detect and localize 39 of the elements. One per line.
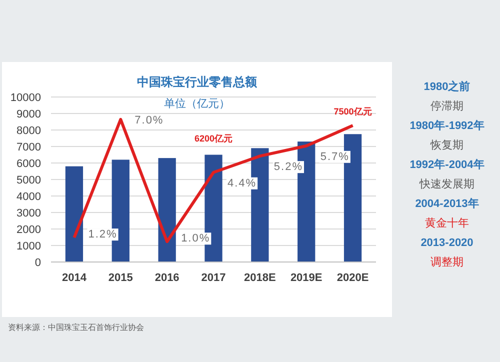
x-tick-label: 2018E	[244, 272, 276, 284]
y-tick-label: 2000	[16, 224, 41, 236]
text: 2013-2020	[420, 237, 474, 249]
text: 1980之前	[424, 80, 470, 93]
text: 快速发展期	[418, 178, 474, 190]
chart-title: 中国珠宝行业零售总额	[137, 75, 258, 89]
y-tick-label: 1000	[16, 240, 41, 252]
data-label: 1.2%	[88, 228, 118, 241]
y-tick-label: 4000	[16, 191, 41, 203]
y-tick-label: 5000	[16, 174, 41, 186]
data-label: 5.2%	[274, 161, 304, 174]
y-tick-label: 9000	[16, 108, 41, 120]
x-tick-label: 2020E	[336, 272, 369, 284]
y-tick-label: 8000	[16, 125, 41, 137]
annotation: 7500亿元	[334, 106, 372, 116]
data-label: 5.7%	[320, 150, 350, 163]
data-label: 1.0%	[181, 232, 210, 245]
text: 停滞期	[430, 100, 464, 112]
text: 恢复期	[430, 140, 464, 152]
y-tick-label: 6000	[16, 158, 41, 170]
annotation: 6200亿元	[194, 134, 233, 144]
y-tick-label: 7000	[16, 142, 41, 154]
text: 黄金十年	[425, 216, 469, 230]
text: 资料来源：中国珠宝玉石首饰行业协会	[8, 323, 144, 332]
x-tick-label: 2014	[62, 272, 88, 284]
y-tick-label: 10000	[10, 92, 41, 104]
text: 调整期	[430, 256, 464, 268]
x-tick-label: 2016	[154, 272, 180, 284]
x-tick-label: 2017	[201, 272, 226, 284]
y-tick-label: 3000	[16, 208, 41, 220]
text: 1992年-2004年	[410, 158, 484, 171]
y-tick-label: 0	[34, 257, 41, 269]
x-tick-label: 2015	[108, 272, 133, 284]
data-label: 4.4%	[228, 177, 257, 190]
chart-subtitle: 单位（亿元）	[164, 97, 230, 110]
x-tick-label: 2019E	[290, 272, 322, 284]
text: 1980年-1992年	[410, 119, 484, 132]
data-label: 7.0%	[134, 114, 164, 126]
text: 2004-2013年	[415, 197, 479, 210]
